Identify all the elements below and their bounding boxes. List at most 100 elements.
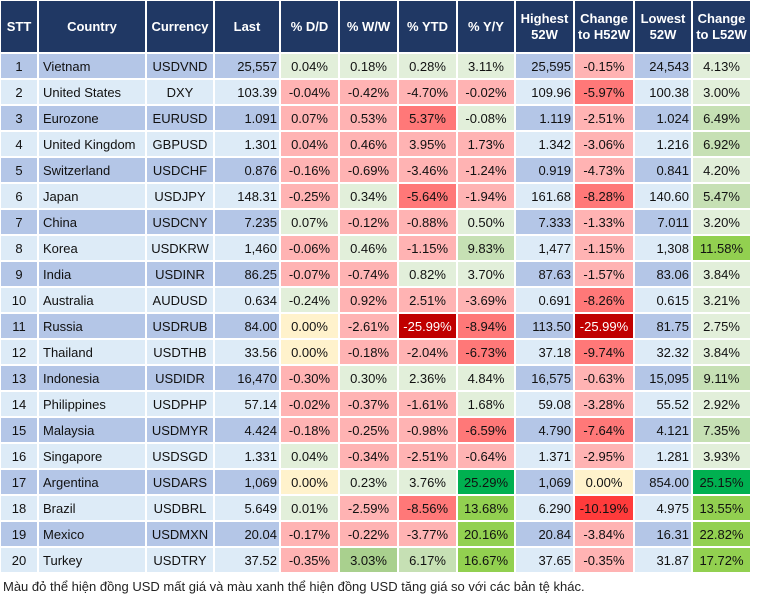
cell-low: 1,308 bbox=[635, 236, 691, 260]
cell-chl: 4.20% bbox=[693, 158, 750, 182]
cell-country: Singapore bbox=[39, 444, 145, 468]
cell-ww: 0.53% bbox=[340, 106, 397, 130]
cell-chl: 2.75% bbox=[693, 314, 750, 338]
cell-chh: -0.35% bbox=[575, 548, 633, 572]
cell-stt: 19 bbox=[1, 522, 37, 546]
cell-ww: 0.46% bbox=[340, 132, 397, 156]
cell-chh: -2.51% bbox=[575, 106, 633, 130]
cell-yy: -6.59% bbox=[458, 418, 514, 442]
cell-last: 1.331 bbox=[215, 444, 279, 468]
table-row: 12 Thailand USDTHB 33.56 0.00% -0.18% -2.04% -6… bbox=[1, 340, 750, 364]
cell-currency: USDINR bbox=[147, 262, 213, 286]
cell-last: 20.04 bbox=[215, 522, 279, 546]
table-row: 11 Russia USDRUB 84.00 0.00% -2.61% -25.99% -8.… bbox=[1, 314, 750, 338]
cell-yy: 1.68% bbox=[458, 392, 514, 416]
cell-high: 1,477 bbox=[516, 236, 573, 260]
col-header-country: Country bbox=[39, 1, 145, 52]
cell-currency: USDJPY bbox=[147, 184, 213, 208]
cell-country: China bbox=[39, 210, 145, 234]
table-row: 18 Brazil USDBRL 5.649 0.01% -2.59% -8.56% 13.6… bbox=[1, 496, 750, 520]
table-row: 9 India USDINR 86.25 -0.07% -0.74% 0.82% 3.70% 8… bbox=[1, 262, 750, 286]
cell-last: 5.649 bbox=[215, 496, 279, 520]
cell-chh: -4.73% bbox=[575, 158, 633, 182]
cell-country: Malaysia bbox=[39, 418, 145, 442]
cell-ytd: -5.64% bbox=[399, 184, 456, 208]
cell-ww: -0.42% bbox=[340, 80, 397, 104]
table-row: 10 Australia AUDUSD 0.634 -0.24% 0.92% 2.51% -3… bbox=[1, 288, 750, 312]
cell-ww: -0.18% bbox=[340, 340, 397, 364]
cell-last: 4.424 bbox=[215, 418, 279, 442]
cell-last: 103.39 bbox=[215, 80, 279, 104]
cell-stt: 11 bbox=[1, 314, 37, 338]
cell-ww: -0.37% bbox=[340, 392, 397, 416]
cell-chl: 6.49% bbox=[693, 106, 750, 130]
cell-ytd: -1.15% bbox=[399, 236, 456, 260]
cell-currency: USDARS bbox=[147, 470, 213, 494]
cell-currency: USDIDR bbox=[147, 366, 213, 390]
cell-yy: -1.24% bbox=[458, 158, 514, 182]
cell-dd: -0.24% bbox=[281, 288, 338, 312]
cell-chh: -3.28% bbox=[575, 392, 633, 416]
cell-stt: 20 bbox=[1, 548, 37, 572]
cell-country: Brazil bbox=[39, 496, 145, 520]
cell-last: 148.31 bbox=[215, 184, 279, 208]
cell-ytd: 2.36% bbox=[399, 366, 456, 390]
cell-chl: 13.55% bbox=[693, 496, 750, 520]
cell-dd: 0.01% bbox=[281, 496, 338, 520]
cell-ytd: 0.28% bbox=[399, 54, 456, 78]
col-header-dd: % D/D bbox=[281, 1, 338, 52]
cell-chh: -3.06% bbox=[575, 132, 633, 156]
cell-chl: 3.20% bbox=[693, 210, 750, 234]
cell-low: 100.38 bbox=[635, 80, 691, 104]
cell-chh: 0.00% bbox=[575, 470, 633, 494]
cell-currency: USDVND bbox=[147, 54, 213, 78]
cell-stt: 2 bbox=[1, 80, 37, 104]
table-row: 4 United Kingdom GBPUSD 1.301 0.04% 0.46% 3.95… bbox=[1, 132, 750, 156]
col-header-last: Last bbox=[215, 1, 279, 52]
cell-chl: 6.92% bbox=[693, 132, 750, 156]
cell-stt: 14 bbox=[1, 392, 37, 416]
cell-yy: -6.73% bbox=[458, 340, 514, 364]
table-row: 3 Eurozone EURUSD 1.091 0.07% 0.53% 5.37% -0.08… bbox=[1, 106, 750, 130]
cell-low: 0.841 bbox=[635, 158, 691, 182]
cell-last: 0.634 bbox=[215, 288, 279, 312]
cell-currency: GBPUSD bbox=[147, 132, 213, 156]
cell-stt: 17 bbox=[1, 470, 37, 494]
cell-ww: 0.34% bbox=[340, 184, 397, 208]
cell-low: 83.06 bbox=[635, 262, 691, 286]
cell-high: 4.790 bbox=[516, 418, 573, 442]
cell-dd: -0.06% bbox=[281, 236, 338, 260]
cell-high: 37.18 bbox=[516, 340, 573, 364]
cell-stt: 8 bbox=[1, 236, 37, 260]
cell-ytd: -2.51% bbox=[399, 444, 456, 468]
col-header-currency: Currency bbox=[147, 1, 213, 52]
cell-ytd: -4.70% bbox=[399, 80, 456, 104]
cell-chl: 3.84% bbox=[693, 262, 750, 286]
cell-last: 7.235 bbox=[215, 210, 279, 234]
cell-stt: 15 bbox=[1, 418, 37, 442]
col-header-high: Highest 52W bbox=[516, 1, 573, 52]
cell-chl: 4.13% bbox=[693, 54, 750, 78]
cell-chh: -1.33% bbox=[575, 210, 633, 234]
cell-ytd: 0.82% bbox=[399, 262, 456, 286]
cell-high: 1.119 bbox=[516, 106, 573, 130]
col-header-chl: Change to L52W bbox=[693, 1, 750, 52]
cell-low: 140.60 bbox=[635, 184, 691, 208]
col-header-ww: % W/W bbox=[340, 1, 397, 52]
cell-dd: 0.07% bbox=[281, 210, 338, 234]
col-header-ytd: % YTD bbox=[399, 1, 456, 52]
cell-ww: -0.22% bbox=[340, 522, 397, 546]
cell-currency: AUDUSD bbox=[147, 288, 213, 312]
cell-ww: 0.92% bbox=[340, 288, 397, 312]
cell-stt: 9 bbox=[1, 262, 37, 286]
cell-stt: 13 bbox=[1, 366, 37, 390]
table-row: 14 Philippines USDPHP 57.14 -0.02% -0.37% -1.6… bbox=[1, 392, 750, 416]
cell-low: 4.121 bbox=[635, 418, 691, 442]
cell-high: 87.63 bbox=[516, 262, 573, 286]
table-row: 13 Indonesia USDIDR 16,470 -0.30% 0.30% 2.36% 4… bbox=[1, 366, 750, 390]
cell-stt: 12 bbox=[1, 340, 37, 364]
cell-chh: -8.26% bbox=[575, 288, 633, 312]
cell-dd: -0.17% bbox=[281, 522, 338, 546]
cell-currency: USDMYR bbox=[147, 418, 213, 442]
cell-yy: -0.64% bbox=[458, 444, 514, 468]
